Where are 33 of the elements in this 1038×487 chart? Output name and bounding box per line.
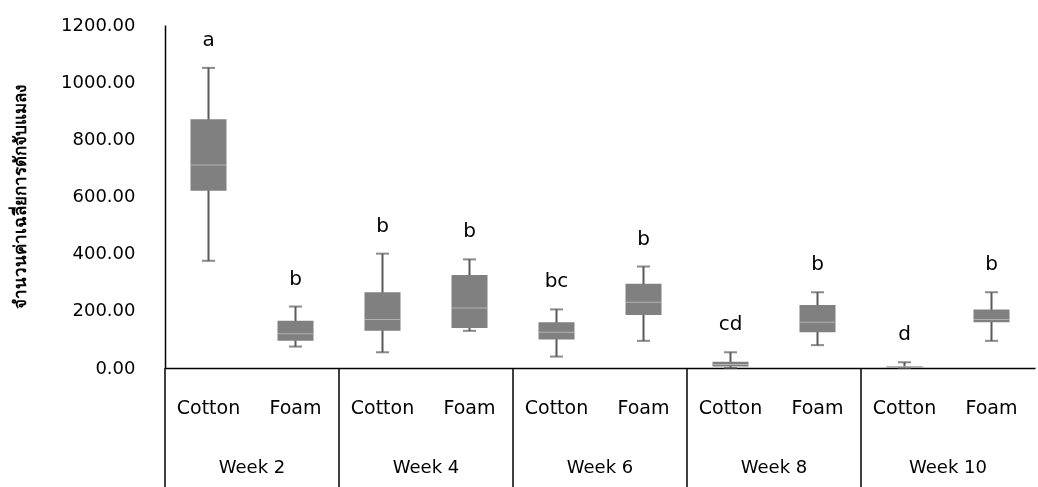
annotation: b (637, 225, 650, 250)
annotation: bc (544, 268, 569, 293)
y-tick-label: 200.00 (72, 299, 136, 321)
x-tick-label: Cotton (872, 395, 937, 418)
annotation: b (376, 212, 389, 237)
text: Week 8 (740, 456, 808, 477)
annotation: a (202, 26, 215, 51)
x-tick-label: Foam (965, 395, 1018, 418)
text: Week 4 (392, 456, 460, 477)
x-tick-label: Foam (269, 395, 322, 418)
x-tick-label: Foam (443, 395, 496, 418)
text: Week 2 (218, 456, 286, 477)
annotation: b (289, 265, 302, 290)
y-tick-label: 800.00 (72, 127, 136, 149)
x-tick-label: Cotton (524, 395, 589, 418)
text: Week 6 (566, 456, 634, 477)
y-tick-label: 0.00 (95, 356, 136, 378)
text: Week 10 (909, 456, 987, 477)
y-tick-label: 600.00 (72, 185, 136, 206)
x-tick-label: Cotton (176, 395, 241, 418)
y-axis-title: จำนวนค่าเฉลี่ยการดักจับแมลง (7, 85, 30, 309)
annotation: d (898, 321, 911, 346)
annotation: b (811, 251, 824, 276)
x-tick-label: Cotton (698, 395, 763, 418)
annotation: cd (718, 311, 743, 336)
x-tick-label: Cotton (350, 395, 415, 418)
annotation: b (985, 251, 998, 276)
x-tick-label: Foam (617, 395, 670, 418)
x-tick-label: Foam (791, 395, 844, 418)
y-tick-label: 1000.00 (61, 70, 136, 92)
y-tick-label: 1200.00 (61, 13, 136, 35)
annotation: b (463, 218, 476, 243)
y-tick-label: 400.00 (72, 242, 136, 264)
